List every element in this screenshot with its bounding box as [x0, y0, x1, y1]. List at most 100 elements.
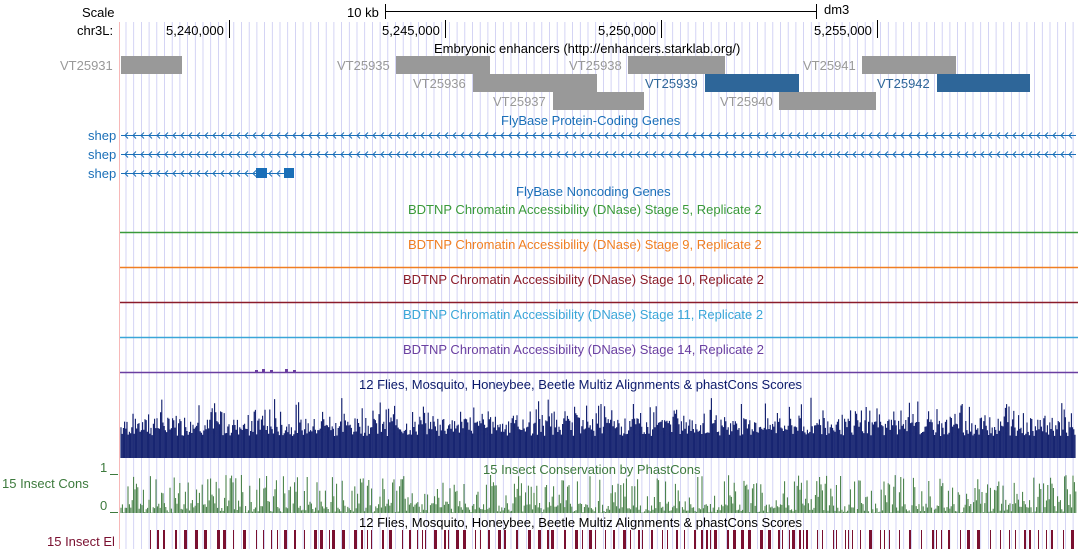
strand-chevron — [364, 132, 369, 139]
strand-chevron — [988, 132, 993, 139]
strand-chevron — [796, 132, 801, 139]
enhancer-label[interactable]: VT25937 — [493, 94, 546, 109]
strand-chevron — [252, 151, 257, 158]
enhancer-label[interactable]: VT25940 — [720, 94, 773, 109]
enhancer-label[interactable]: VT25935 — [337, 58, 390, 73]
strand-chevron — [412, 132, 417, 139]
enhancer-feature[interactable] — [779, 92, 876, 110]
strand-chevron — [204, 132, 209, 139]
strand-chevron — [292, 151, 297, 158]
strand-chevron — [692, 151, 697, 158]
gene-label-shep[interactable]: shep — [88, 128, 117, 143]
strand-chevron — [676, 132, 681, 139]
enhancer-label[interactable]: VT25941 — [803, 58, 856, 73]
gene-label-shep[interactable]: shep — [88, 147, 117, 162]
dnase-stage10-track-title[interactable]: BDTNP Chromatin Accessibility (DNase) St… — [403, 272, 765, 287]
strand-chevron — [588, 132, 593, 139]
strand-chevron — [164, 170, 169, 177]
enhancer-track-title[interactable]: Embryonic enhancers (http://enhancers.st… — [434, 41, 741, 56]
strand-chevron — [180, 151, 185, 158]
strand-chevron — [468, 151, 473, 158]
strand-chevron — [836, 151, 841, 158]
strand-chevron — [740, 132, 745, 139]
flybase-coding-track-title[interactable]: FlyBase Protein-Coding Genes — [501, 113, 681, 128]
enhancer-feature-highlight[interactable] — [705, 74, 799, 92]
strand-chevron — [220, 170, 225, 177]
enhancer-feature[interactable] — [396, 56, 490, 74]
strand-chevron — [772, 132, 777, 139]
insect-cons-side-label[interactable]: 15 Insect Cons — [2, 476, 89, 491]
insect-cons-track-title[interactable]: 15 Insect Conservation by PhastCons — [483, 462, 701, 477]
strand-chevron — [740, 151, 745, 158]
strand-chevron — [1036, 132, 1041, 139]
enhancer-label[interactable]: VT25936 — [413, 76, 466, 91]
enhancer-label[interactable]: VT25931 — [60, 58, 113, 73]
strand-chevron — [436, 132, 441, 139]
dnase-stage14-track-title[interactable]: BDTNP Chromatin Accessibility (DNase) St… — [403, 342, 765, 357]
strand-chevron — [228, 151, 233, 158]
strand-chevron — [316, 132, 321, 139]
strand-chevron — [340, 132, 345, 139]
strand-chevron — [860, 151, 865, 158]
strand-chevron — [820, 151, 825, 158]
strand-chevron — [148, 132, 153, 139]
strand-chevron — [604, 132, 609, 139]
insect-el-track-title[interactable]: 12 Flies, Mosquito, Honeybee, Beetle Mul… — [359, 515, 802, 530]
strand-chevron — [220, 151, 225, 158]
strand-chevron — [1004, 132, 1009, 139]
strand-chevron — [724, 132, 729, 139]
enhancer-feature[interactable] — [121, 56, 182, 74]
strand-chevron — [756, 151, 761, 158]
strand-chevron — [644, 132, 649, 139]
strand-chevron — [940, 151, 945, 158]
strand-chevron — [1052, 132, 1057, 139]
dnase-stage11-track-title[interactable]: BDTNP Chromatin Accessibility (DNase) St… — [403, 307, 764, 322]
position-tick-label: 5,240,000 — [166, 23, 224, 38]
strand-chevron — [204, 151, 209, 158]
strand-chevron — [492, 132, 497, 139]
strand-chevron — [324, 132, 329, 139]
dnase-stage5-track-title[interactable]: BDTNP Chromatin Accessibility (DNase) St… — [408, 202, 762, 217]
gene-label-shep[interactable]: shep — [88, 166, 117, 181]
strand-chevron — [900, 132, 905, 139]
enhancer-feature-highlight[interactable] — [937, 74, 1030, 92]
enhancer-feature[interactable] — [473, 74, 597, 92]
enhancer-feature[interactable] — [553, 92, 644, 110]
enhancer-feature[interactable] — [628, 56, 725, 74]
strand-chevron — [820, 132, 825, 139]
strand-chevron — [612, 132, 617, 139]
enhancer-feature[interactable] — [862, 56, 956, 74]
strand-chevron — [828, 151, 833, 158]
strand-chevron — [500, 132, 505, 139]
strand-chevron — [732, 151, 737, 158]
strand-chevron — [196, 132, 201, 139]
strand-chevron — [708, 151, 713, 158]
strand-chevron — [572, 132, 577, 139]
enhancer-label-highlight[interactable]: VT25942 — [877, 76, 930, 91]
position-tick-label: 5,255,000 — [814, 23, 872, 38]
strand-chevron — [924, 151, 929, 158]
strand-chevron — [684, 132, 689, 139]
strand-chevron — [892, 151, 897, 158]
strand-chevron — [548, 132, 553, 139]
strand-chevron — [188, 170, 193, 177]
dnase-stage9-track-title[interactable]: BDTNP Chromatin Accessibility (DNase) St… — [408, 237, 762, 252]
enhancer-label[interactable]: VT25938 — [569, 58, 622, 73]
strand-chevron — [956, 151, 961, 158]
strand-chevron — [972, 151, 977, 158]
strand-chevron — [140, 151, 145, 158]
strand-chevron — [164, 132, 169, 139]
strand-chevron — [564, 151, 569, 158]
multiz-track-title[interactable]: 12 Flies, Mosquito, Honeybee, Beetle Mul… — [359, 377, 802, 392]
strand-chevron — [284, 151, 289, 158]
strand-chevron — [348, 151, 353, 158]
strand-chevron — [148, 170, 153, 177]
insect-el-side-label[interactable]: 15 Insect El — [47, 534, 115, 549]
strand-chevron — [332, 151, 337, 158]
enhancer-label-highlight[interactable]: VT25939 — [645, 76, 698, 91]
flybase-noncoding-track-title[interactable]: FlyBase Noncoding Genes — [516, 184, 671, 199]
strand-chevron — [1044, 151, 1049, 158]
strand-chevron — [1020, 151, 1025, 158]
strand-chevron — [716, 132, 721, 139]
